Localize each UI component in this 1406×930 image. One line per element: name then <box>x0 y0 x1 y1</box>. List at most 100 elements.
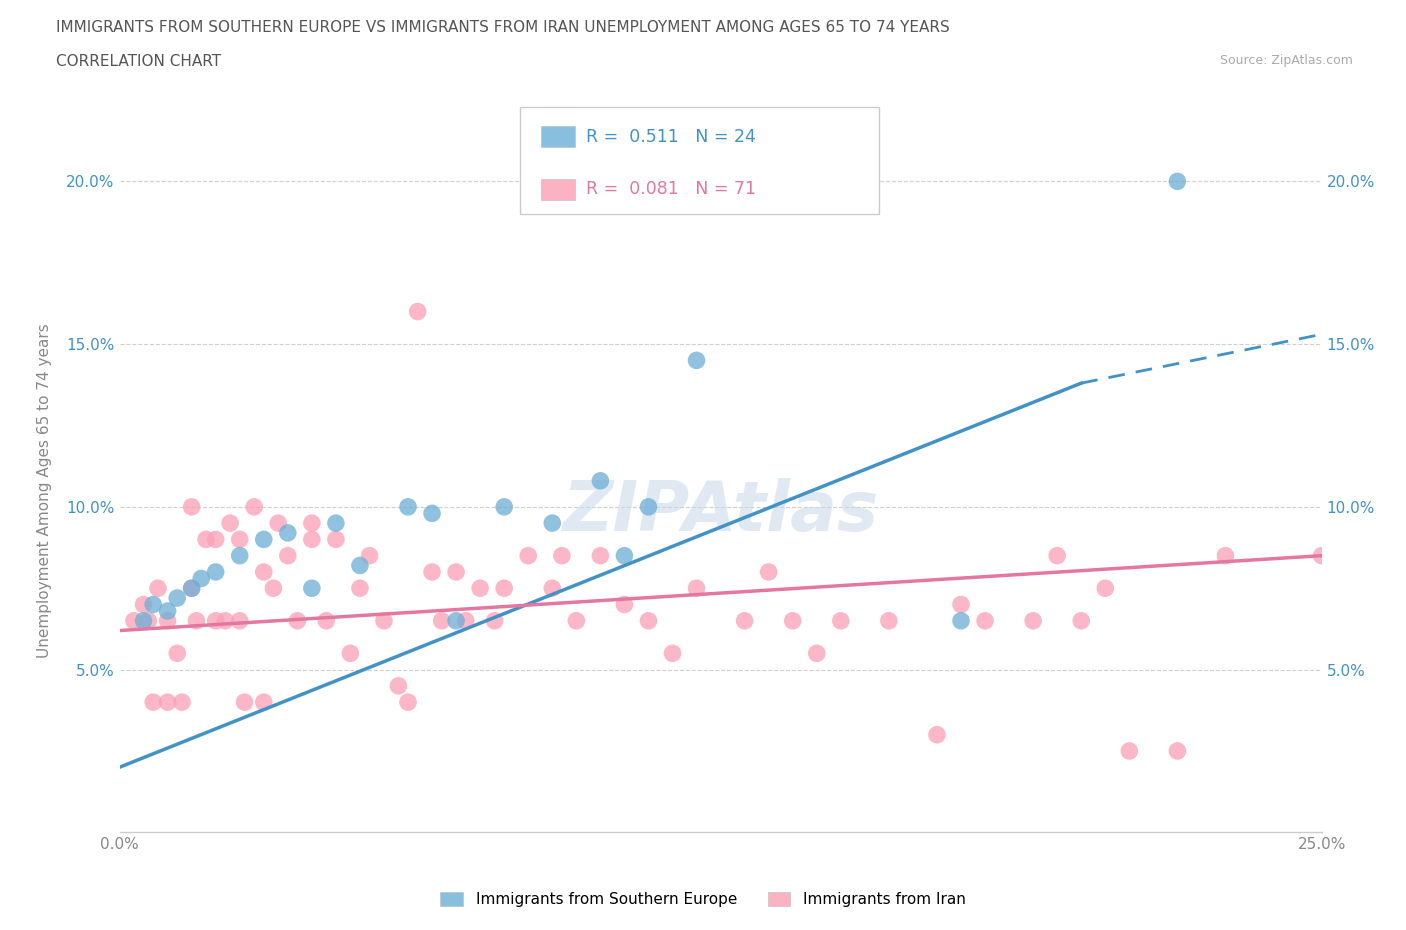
Point <box>589 549 612 564</box>
Point <box>1118 744 1140 759</box>
Point <box>444 614 467 629</box>
Point <box>685 581 707 596</box>
Point <box>233 695 256 710</box>
Point <box>637 499 659 514</box>
Point <box>949 614 972 629</box>
Point <box>156 695 179 710</box>
Point <box>214 614 236 629</box>
Point <box>541 516 564 531</box>
Point <box>287 614 309 629</box>
Point <box>359 549 381 564</box>
Point <box>166 646 188 661</box>
Point <box>267 516 290 531</box>
Point <box>1166 744 1188 759</box>
Point <box>142 597 165 612</box>
Point <box>146 581 169 596</box>
Point <box>373 614 395 629</box>
Point <box>637 614 659 629</box>
Point <box>325 532 347 547</box>
Y-axis label: Unemployment Among Ages 65 to 74 years: Unemployment Among Ages 65 to 74 years <box>38 324 52 658</box>
Point <box>551 549 574 564</box>
Point <box>430 614 453 629</box>
Point <box>468 581 492 596</box>
Point <box>494 581 516 596</box>
Point <box>877 614 900 629</box>
Point <box>204 532 226 547</box>
Point <box>830 614 852 629</box>
Point <box>661 646 683 661</box>
Point <box>243 499 266 514</box>
Point <box>782 614 804 629</box>
Point <box>204 614 226 629</box>
Point <box>228 614 252 629</box>
Point <box>349 558 371 573</box>
Point <box>180 499 202 514</box>
Point <box>406 304 429 319</box>
Point <box>613 597 636 612</box>
Text: CORRELATION CHART: CORRELATION CHART <box>56 54 221 69</box>
Point <box>517 549 540 564</box>
Point <box>138 614 160 629</box>
Point <box>180 581 202 596</box>
Point <box>301 581 323 596</box>
Point <box>758 565 780 579</box>
Point <box>142 695 165 710</box>
Point <box>190 571 212 586</box>
Point <box>195 532 218 547</box>
Point <box>253 532 276 547</box>
Text: Source: ZipAtlas.com: Source: ZipAtlas.com <box>1219 54 1353 67</box>
Point <box>396 695 419 710</box>
Point <box>974 614 997 629</box>
Text: R =  0.511   N = 24: R = 0.511 N = 24 <box>586 127 756 146</box>
Point <box>228 549 252 564</box>
Point <box>396 499 419 514</box>
Point <box>1022 614 1045 629</box>
Point <box>565 614 588 629</box>
Point <box>949 597 972 612</box>
Point <box>494 499 516 514</box>
Point <box>325 516 347 531</box>
Point <box>420 506 443 521</box>
Point <box>253 695 276 710</box>
Point <box>122 614 145 629</box>
Point <box>734 614 756 629</box>
Point <box>170 695 193 710</box>
Point <box>484 614 506 629</box>
Text: ZIPAtlas: ZIPAtlas <box>562 478 879 545</box>
Point <box>685 353 707 368</box>
Point <box>541 581 564 596</box>
Point <box>589 473 612 488</box>
Point <box>1166 174 1188 189</box>
Point <box>387 679 409 694</box>
Point <box>180 581 202 596</box>
Text: R =  0.081   N = 71: R = 0.081 N = 71 <box>586 179 756 198</box>
Point <box>228 532 252 547</box>
Point <box>444 565 467 579</box>
Text: IMMIGRANTS FROM SOUTHERN EUROPE VS IMMIGRANTS FROM IRAN UNEMPLOYMENT AMONG AGES : IMMIGRANTS FROM SOUTHERN EUROPE VS IMMIG… <box>56 20 950 35</box>
Point <box>1215 549 1237 564</box>
Point <box>186 614 208 629</box>
Point <box>277 549 299 564</box>
Point <box>806 646 828 661</box>
Point <box>253 565 276 579</box>
Legend: Immigrants from Southern Europe, Immigrants from Iran: Immigrants from Southern Europe, Immigra… <box>434 885 972 913</box>
Point <box>132 597 155 612</box>
Point <box>1094 581 1116 596</box>
Point <box>925 727 948 742</box>
Point <box>301 532 323 547</box>
Point <box>204 565 226 579</box>
Point <box>1070 614 1092 629</box>
Point <box>277 525 299 540</box>
Point <box>156 604 179 618</box>
Point <box>166 591 188 605</box>
Point <box>613 549 636 564</box>
Point <box>262 581 284 596</box>
Point <box>219 516 242 531</box>
Point <box>132 614 155 629</box>
Point <box>301 516 323 531</box>
Point <box>1046 549 1069 564</box>
Point <box>156 614 179 629</box>
Point <box>420 565 443 579</box>
Point <box>315 614 337 629</box>
Point <box>339 646 361 661</box>
